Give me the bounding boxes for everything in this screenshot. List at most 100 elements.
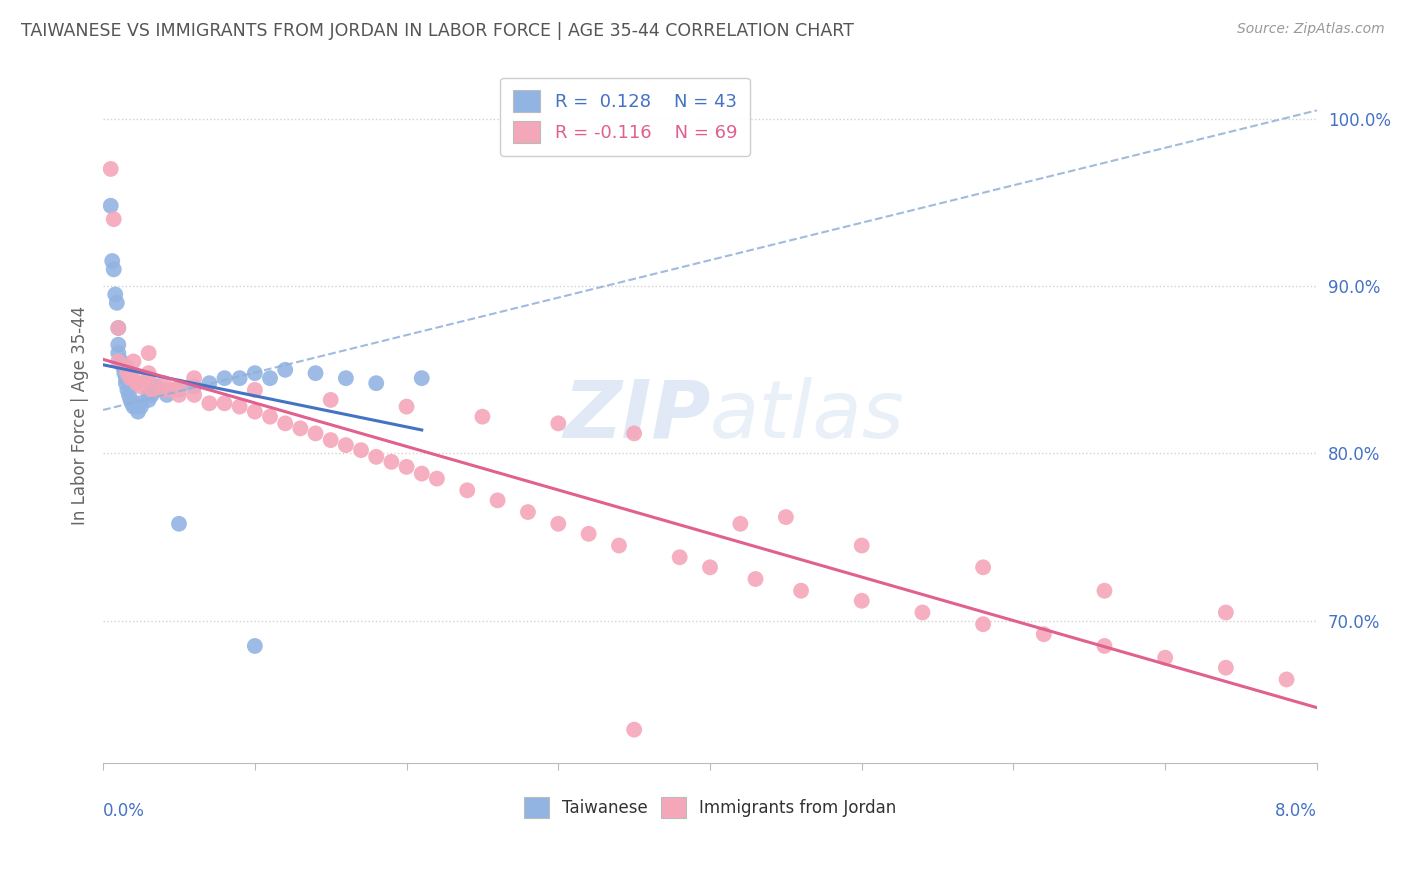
Point xyxy=(122,371,145,385)
Y-axis label: In Labor Force | Age 35-44: In Labor Force | Age 35-44 xyxy=(72,306,89,525)
Point xyxy=(607,539,630,553)
Point xyxy=(380,455,402,469)
Point xyxy=(117,383,139,397)
Point xyxy=(228,400,250,414)
Point xyxy=(128,396,150,410)
Point xyxy=(145,379,167,393)
Point xyxy=(744,572,766,586)
Point xyxy=(100,199,122,213)
Point xyxy=(141,388,163,402)
Point xyxy=(120,392,142,407)
Point xyxy=(516,505,538,519)
Text: 0.0%: 0.0% xyxy=(103,802,145,820)
Point xyxy=(623,723,645,737)
Point xyxy=(156,388,179,402)
Point xyxy=(129,400,152,414)
Point xyxy=(120,371,142,385)
Point xyxy=(107,321,129,335)
Point xyxy=(335,438,357,452)
Point xyxy=(122,400,145,414)
Point xyxy=(304,426,326,441)
Point xyxy=(198,376,221,391)
Point xyxy=(112,366,135,380)
Text: atlas: atlas xyxy=(710,376,904,455)
Point xyxy=(167,379,190,393)
Point xyxy=(699,560,721,574)
Text: ZIP: ZIP xyxy=(562,376,710,455)
Point xyxy=(578,526,600,541)
Point xyxy=(243,383,266,397)
Point xyxy=(183,388,205,402)
Point xyxy=(107,337,129,351)
Point xyxy=(1094,583,1116,598)
Point xyxy=(138,392,160,407)
Point xyxy=(100,161,122,176)
Point xyxy=(851,594,873,608)
Point xyxy=(104,287,127,301)
Point xyxy=(730,516,752,531)
Point xyxy=(290,421,312,435)
Point xyxy=(395,459,418,474)
Point xyxy=(366,376,388,391)
Point xyxy=(183,379,205,393)
Point xyxy=(103,262,125,277)
Point xyxy=(366,450,388,464)
Point xyxy=(214,396,236,410)
Point xyxy=(547,516,569,531)
Point xyxy=(111,359,134,374)
Point xyxy=(274,363,297,377)
Point xyxy=(107,346,129,360)
Point xyxy=(122,354,145,368)
Point xyxy=(1094,639,1116,653)
Point xyxy=(1032,627,1054,641)
Point xyxy=(623,426,645,441)
Text: 8.0%: 8.0% xyxy=(1275,802,1317,820)
Point xyxy=(141,383,163,397)
Point xyxy=(198,396,221,410)
Point xyxy=(775,510,797,524)
Point xyxy=(335,371,357,385)
Point xyxy=(153,376,176,391)
Point xyxy=(274,417,297,431)
Legend: Taiwanese, Immigrants from Jordan: Taiwanese, Immigrants from Jordan xyxy=(517,790,903,824)
Point xyxy=(972,560,994,574)
Point xyxy=(115,371,138,385)
Point xyxy=(228,371,250,385)
Point xyxy=(160,383,183,397)
Point xyxy=(851,539,873,553)
Point xyxy=(411,467,433,481)
Point xyxy=(138,366,160,380)
Point xyxy=(121,396,143,410)
Point xyxy=(125,400,148,414)
Text: Source: ZipAtlas.com: Source: ZipAtlas.com xyxy=(1237,22,1385,37)
Point xyxy=(471,409,494,424)
Point xyxy=(129,379,152,393)
Point xyxy=(118,388,141,402)
Point xyxy=(259,409,281,424)
Point xyxy=(101,254,124,268)
Point xyxy=(911,606,934,620)
Point xyxy=(243,639,266,653)
Point xyxy=(115,376,138,391)
Point xyxy=(107,354,129,368)
Point xyxy=(350,443,373,458)
Point xyxy=(103,212,125,227)
Point xyxy=(153,383,176,397)
Point xyxy=(153,383,176,397)
Point xyxy=(125,376,148,391)
Point xyxy=(138,371,160,385)
Point xyxy=(426,472,449,486)
Point xyxy=(122,396,145,410)
Point xyxy=(167,388,190,402)
Point xyxy=(167,516,190,531)
Point xyxy=(486,493,509,508)
Point xyxy=(167,383,190,397)
Point xyxy=(1215,661,1237,675)
Point xyxy=(110,354,132,368)
Point xyxy=(972,617,994,632)
Point xyxy=(1154,650,1177,665)
Point xyxy=(138,346,160,360)
Point xyxy=(668,550,690,565)
Point xyxy=(105,296,128,310)
Point xyxy=(214,371,236,385)
